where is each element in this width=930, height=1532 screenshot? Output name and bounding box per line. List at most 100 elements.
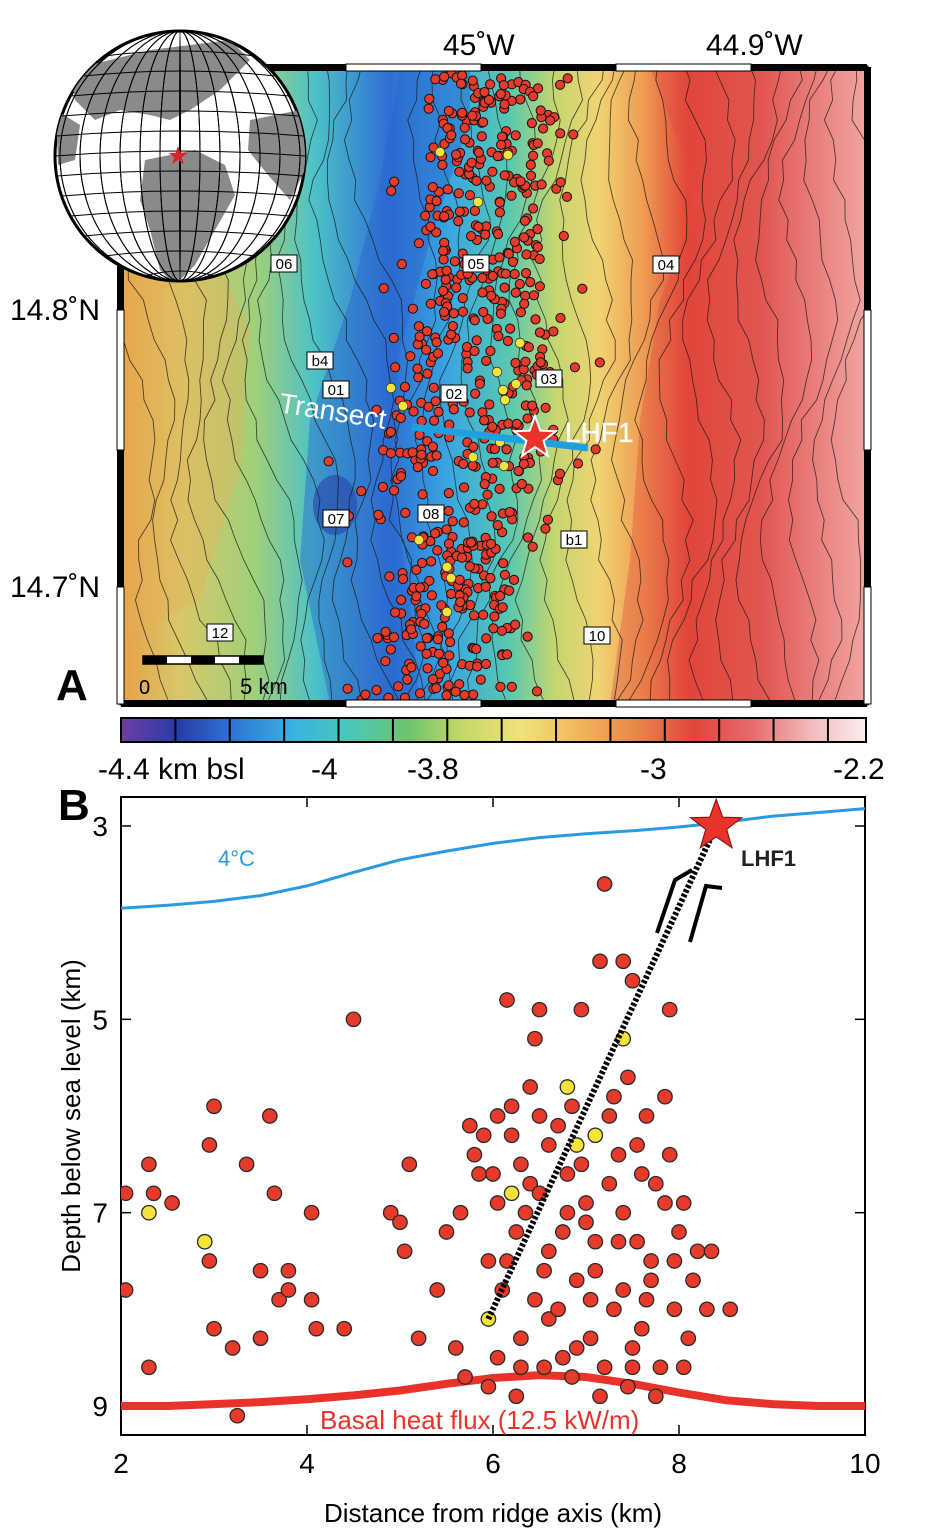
colorbar-label-2-2: -2.2 xyxy=(833,753,885,786)
map-event-dot xyxy=(535,282,544,291)
colorbar-label-min: -4.4 km bsl xyxy=(98,753,245,786)
event-point xyxy=(281,1264,295,1278)
map-event-dot xyxy=(447,330,456,339)
map-event-dot xyxy=(391,608,400,617)
map-event-dot xyxy=(438,622,447,631)
event-point xyxy=(602,1177,616,1191)
map-event-dot xyxy=(343,684,352,693)
map-event-dot xyxy=(398,574,407,583)
contour-label: 10 xyxy=(584,627,610,645)
event-point xyxy=(239,1157,253,1171)
event-point xyxy=(644,1254,658,1268)
event-point xyxy=(565,1099,579,1113)
map-event-dot xyxy=(357,487,366,496)
map-event-dot xyxy=(406,352,415,361)
event-point xyxy=(560,1167,574,1181)
colorbar-gradient xyxy=(121,718,866,742)
map-event-dot xyxy=(458,307,467,316)
event-point-highlight xyxy=(198,1235,212,1249)
event-point xyxy=(616,1283,630,1297)
map-event-dot xyxy=(526,160,535,169)
map-event-dot xyxy=(433,349,442,358)
map-event-dot xyxy=(381,627,390,636)
map-event-dot xyxy=(403,675,412,684)
map-event-highlight xyxy=(511,379,521,389)
map-event-dot xyxy=(452,283,461,292)
event-point xyxy=(583,1331,597,1345)
map-event-dot xyxy=(439,286,448,295)
event-point xyxy=(677,1360,691,1374)
event-point xyxy=(309,1322,323,1336)
map-event-dot xyxy=(570,363,579,372)
event-point xyxy=(570,1341,584,1355)
map-event-dot xyxy=(396,413,405,422)
map-event-dot xyxy=(507,191,516,200)
map-event-dot xyxy=(480,416,489,425)
event-point xyxy=(653,1360,667,1374)
event-point xyxy=(593,954,607,968)
contour-label: 08 xyxy=(418,505,444,523)
map-event-dot xyxy=(522,381,531,390)
map-event-dot xyxy=(488,272,497,281)
map-event-dot xyxy=(446,637,455,646)
map-event-dot xyxy=(439,246,448,255)
map-event-dot xyxy=(543,515,552,524)
map-event-dot xyxy=(520,233,529,242)
map-event-dot xyxy=(493,230,502,239)
contour-label-text: 02 xyxy=(446,386,463,403)
map-event-dot xyxy=(563,74,572,83)
map-event-dot xyxy=(442,266,451,275)
map-event-dot xyxy=(429,383,438,392)
map-event-dot xyxy=(428,270,437,279)
event-point xyxy=(551,1119,565,1133)
event-point xyxy=(579,1215,593,1229)
event-point xyxy=(514,1157,528,1171)
event-point xyxy=(523,1080,537,1094)
map-event-dot xyxy=(434,407,443,416)
map-event-dot xyxy=(472,336,481,345)
lon-label-44-9w: 44.9˚W xyxy=(706,29,803,62)
event-point xyxy=(537,1264,551,1278)
event-point xyxy=(146,1186,160,1200)
event-point xyxy=(663,1003,677,1017)
map-event-dot xyxy=(459,459,468,468)
map-event-dot xyxy=(447,589,456,598)
colorbar-label-3-8: -3.8 xyxy=(407,753,459,786)
map-event-dot xyxy=(374,510,383,519)
event-point xyxy=(588,1235,602,1249)
map-event-dot xyxy=(408,448,417,457)
map-event-highlight xyxy=(442,562,452,572)
map-event-dot xyxy=(504,419,513,428)
map-event-dot xyxy=(386,427,395,436)
map-event-dot xyxy=(511,620,520,629)
map-event-dot xyxy=(482,634,491,643)
map-event-dot xyxy=(441,275,450,284)
event-point xyxy=(528,1032,542,1046)
map-event-dot xyxy=(521,269,530,278)
map-event-dot xyxy=(372,686,381,695)
map-event-dot xyxy=(536,106,545,115)
map-event-dot xyxy=(522,250,531,259)
map-event-dot xyxy=(448,322,457,331)
map-event-dot xyxy=(556,80,565,89)
map-event-highlight xyxy=(468,452,478,462)
map-event-highlight xyxy=(515,338,525,348)
event-point xyxy=(630,1235,644,1249)
event-point xyxy=(463,1119,477,1133)
map-event-dot xyxy=(427,591,436,600)
map-event-dot xyxy=(512,419,521,428)
map-event-dot xyxy=(379,284,388,293)
map-event-dot xyxy=(324,457,333,466)
map-event-dot xyxy=(510,237,519,246)
event-point xyxy=(667,1254,681,1268)
event-point-highlight xyxy=(560,1080,574,1094)
map-event-dot xyxy=(495,253,504,262)
map-event-dot xyxy=(385,572,394,581)
map-event-dot xyxy=(495,484,504,493)
map-event-dot xyxy=(467,232,476,241)
contour-label: 07 xyxy=(323,510,349,528)
colorbar-label-3: -3 xyxy=(640,753,667,786)
map-event-dot xyxy=(481,230,490,239)
map-event-dot xyxy=(461,135,470,144)
event-point xyxy=(504,1128,518,1142)
